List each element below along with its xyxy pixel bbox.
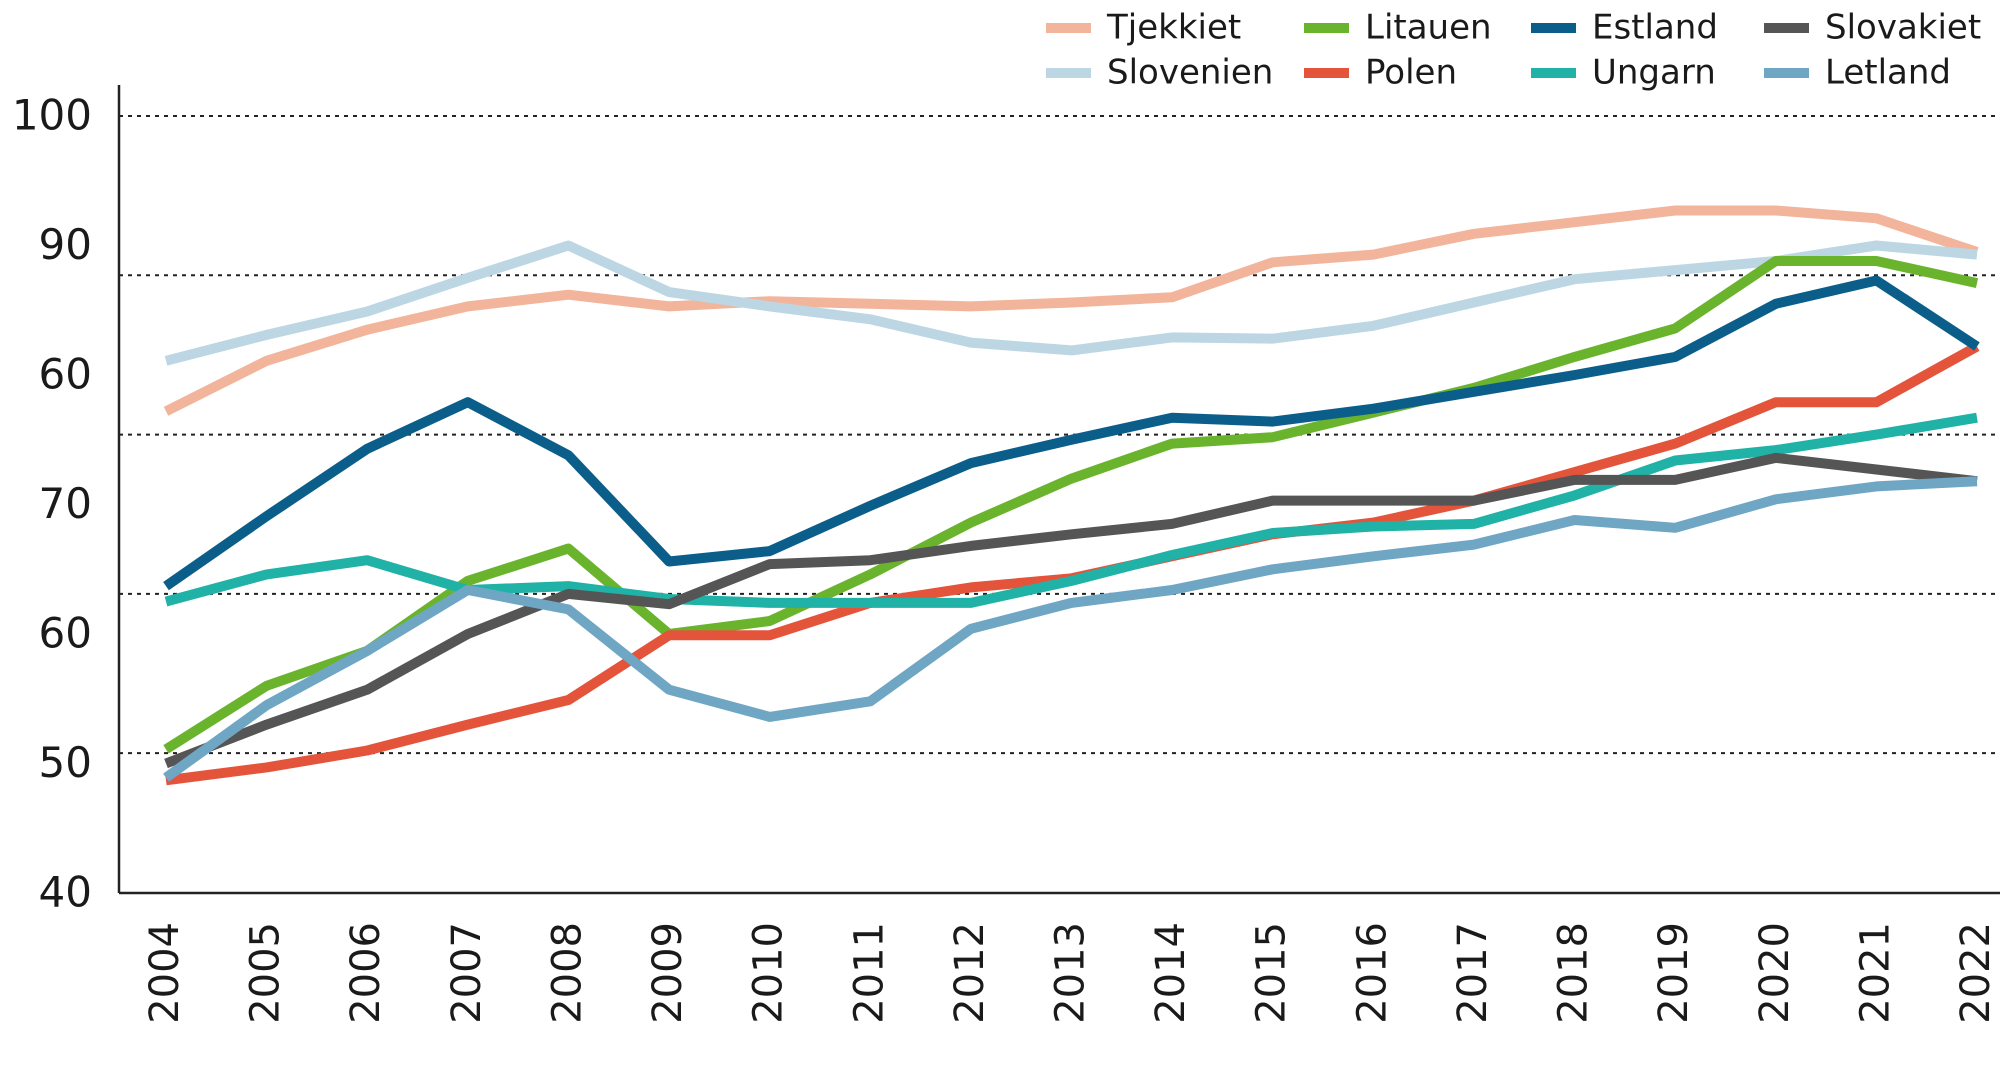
y-tick-label: 90 (39, 220, 92, 269)
x-tick-label: 2015 (1249, 922, 1295, 1024)
x-tick-label: 2010 (746, 922, 792, 1024)
x-tick-label: 2007 (444, 922, 490, 1024)
y-tick-label: 60 (39, 609, 92, 658)
legend-label: Estland (1592, 8, 1718, 48)
x-tick-label: 2012 (947, 922, 993, 1024)
legend-label: Tjekkiet (1106, 8, 1241, 48)
legend-item: Letland (1764, 53, 1951, 93)
x-tick-label: 2006 (343, 922, 389, 1024)
legend-item: Tjekkiet (1046, 8, 1241, 48)
series-line (164, 240, 1978, 366)
x-tick-label: 2011 (846, 922, 892, 1024)
x-tick-label: 2009 (645, 922, 691, 1024)
legend-item: Litauen (1304, 8, 1492, 48)
x-tick-label: 2016 (1349, 922, 1395, 1024)
legend-item: Slovakiet (1764, 8, 1981, 48)
y-tick-label: 40 (39, 868, 92, 917)
x-tick-label: 2019 (1651, 922, 1697, 1024)
legend-item: Ungarn (1531, 53, 1716, 93)
legend-label: Slovenien (1107, 53, 1273, 93)
legend-label: Letland (1825, 53, 1951, 93)
series-line (163, 205, 1979, 416)
x-tick-label: 2020 (1752, 922, 1798, 1024)
legend-label: Polen (1365, 53, 1457, 93)
x-tick-label: 2022 (1953, 922, 1999, 1024)
x-tick-label: 2004 (142, 922, 188, 1024)
legend-item: Slovenien (1046, 53, 1273, 93)
x-tick-label: 2017 (1450, 922, 1496, 1024)
series-line (164, 452, 1978, 769)
series-line (163, 256, 1979, 754)
y-tick-label: 60 (39, 350, 92, 399)
legend-label: Litauen (1365, 8, 1492, 48)
legend-label: Slovakiet (1825, 8, 1981, 48)
legend-item: Polen (1304, 53, 1457, 93)
legend-item: Estland (1531, 8, 1718, 48)
x-tick-label: 2021 (1852, 922, 1898, 1024)
x-tick-label: 2018 (1551, 922, 1597, 1024)
y-tick-label: 70 (39, 479, 92, 528)
y-tick-label: 100 (12, 91, 92, 140)
x-tick-label: 2005 (243, 922, 289, 1024)
series-line (163, 476, 1978, 782)
y-tick-label: 50 (39, 738, 92, 787)
x-tick-label: 2013 (1048, 922, 1094, 1024)
series-line (163, 275, 1980, 591)
legend-label: Ungarn (1592, 53, 1716, 93)
x-tick-label: 2008 (544, 922, 590, 1024)
x-tick-label: 2014 (1148, 922, 1194, 1024)
